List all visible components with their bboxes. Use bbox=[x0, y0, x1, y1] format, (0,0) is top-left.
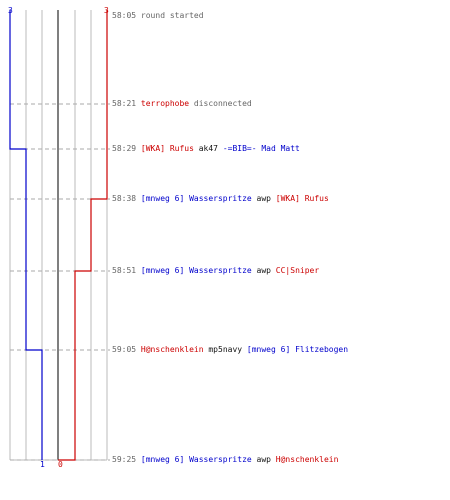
player-name: CC|Sniper bbox=[275, 266, 320, 275]
event-row: 59:25 [mnweg 6] Wasserspritze awp H@nsch… bbox=[112, 455, 338, 465]
event-time: 59:05 bbox=[112, 345, 137, 354]
player-name: terrophobe bbox=[140, 99, 190, 108]
event-text: disconnected bbox=[189, 99, 252, 108]
weapon-name: awp bbox=[251, 455, 276, 464]
weapon-name: awp bbox=[251, 194, 276, 203]
player-name: -=BIB=- Mad Matt bbox=[222, 144, 300, 153]
event-time: 58:38 bbox=[112, 194, 137, 203]
event-row: 59:05 H@nschenklein mp5navy [mnweg 6] Fl… bbox=[112, 345, 348, 355]
event-time: 58:29 bbox=[112, 144, 137, 153]
player-name: [mnweg 6] Wasserspritze bbox=[140, 194, 252, 203]
event-row: 58:29 [WKA] Rufus ak47 -=BIB=- Mad Matt bbox=[112, 144, 300, 154]
player-name: H@nschenklein bbox=[275, 455, 339, 464]
event-row: 58:38 [mnweg 6] Wasserspritze awp [WKA] … bbox=[112, 194, 329, 204]
weapon-name: mp5navy bbox=[203, 345, 247, 354]
weapon-name: ak47 bbox=[193, 144, 223, 153]
red-team-line bbox=[58, 10, 108, 461]
event-time: 58:21 bbox=[112, 99, 137, 108]
blue-start-count: 3 bbox=[8, 6, 13, 15]
player-name: [WKA] Rufus bbox=[140, 144, 194, 153]
player-name: H@nschenklein bbox=[140, 345, 204, 354]
red-end-count: 0 bbox=[58, 460, 63, 469]
player-name: [mnweg 6] Flitzebogen bbox=[246, 345, 349, 354]
event-time: 59:25 bbox=[112, 455, 137, 464]
blue-end-count: 1 bbox=[40, 460, 45, 469]
event-time: 58:51 bbox=[112, 266, 137, 275]
player-name: [mnweg 6] Wasserspritze bbox=[140, 266, 252, 275]
event-time: 58:05 bbox=[112, 11, 137, 20]
weapon-name: awp bbox=[251, 266, 276, 275]
event-row: 58:51 [mnweg 6] Wasserspritze awp CC|Sni… bbox=[112, 266, 319, 276]
player-name: [mnweg 6] Wasserspritze bbox=[140, 455, 252, 464]
event-text: round started bbox=[140, 11, 204, 20]
player-name: [WKA] Rufus bbox=[275, 194, 329, 203]
red-start-count: 3 bbox=[104, 6, 109, 15]
event-row: 58:21 terrophobe disconnected bbox=[112, 99, 252, 109]
event-row: 58:05 round started bbox=[112, 11, 204, 21]
blue-team-line bbox=[9, 10, 43, 460]
